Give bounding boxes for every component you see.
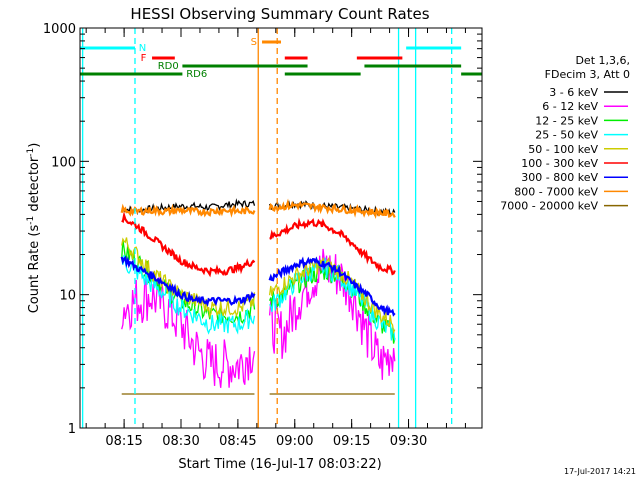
x-tick-label: 09:15	[333, 434, 370, 449]
chart-title: HESSI Observing Summary Count Rates	[130, 5, 429, 23]
legend-label: 800 - 7000 keV	[514, 185, 598, 198]
flag-label-f: F	[141, 53, 147, 64]
plot-frame	[79, 27, 483, 429]
legend-header: FDecim 3, Att 0	[545, 68, 630, 81]
series-line-6-seg1	[120, 255, 256, 307]
y-axis-label-exp-2: -1	[26, 148, 36, 157]
flag-label-rd0: RD0	[158, 61, 179, 72]
x-tick-label: 08:45	[219, 434, 256, 449]
legend-label: 7000 - 20000 keV	[500, 200, 598, 213]
y-axis-label-part-2: detector	[27, 156, 42, 216]
series-line-7-seg2	[268, 198, 396, 219]
x-axis-label: Start Time (16-Jul-17 08:03:22)	[178, 457, 381, 472]
x-tick-label: 08:15	[105, 434, 142, 449]
series-line-5-seg1	[121, 211, 256, 278]
y-axis-label-part-3: )	[27, 143, 42, 148]
legend-label: 300 - 800 keV	[521, 171, 598, 184]
legend-label: 25 - 50 keV	[535, 129, 598, 142]
series-layer	[120, 198, 396, 395]
flag-label-rd6: RD6	[186, 69, 207, 80]
y-tick-label: 10	[59, 289, 76, 304]
legend-header: Det 1,3,6,	[575, 54, 630, 67]
legend-label: 3 - 6 keV	[549, 86, 598, 99]
legend-label: 12 - 25 keV	[535, 114, 598, 127]
y-tick-label: 1000	[43, 22, 76, 37]
legend-label: 100 - 300 keV	[521, 157, 598, 170]
axes-layer: 1 10 100 1000 08:15 08:30 08:45 09:00 09:15 09:30	[43, 22, 482, 449]
y-axis-label: Count Rate (s-1 detector-1)	[26, 143, 42, 314]
series-line-6-seg2	[268, 256, 396, 317]
series-line-3-seg2	[269, 257, 396, 341]
timestamp: 17-Jul-2017 14:21	[564, 467, 636, 476]
y-axis-label-part-1: Count Rate (s	[27, 225, 42, 314]
series-line-3-seg1	[121, 254, 256, 335]
x-tick-label: 08:30	[162, 434, 199, 449]
x-tick-label: 09:00	[276, 434, 313, 449]
series-line-1-seg1	[121, 276, 256, 388]
series-line-5-seg2	[269, 217, 396, 276]
series-line-7-seg1	[120, 203, 256, 218]
legend-label: 50 - 100 keV	[528, 143, 598, 156]
flag-label-n: N	[139, 43, 146, 54]
x-tick-label: 09:30	[390, 434, 427, 449]
y-tick-label: 1	[68, 422, 76, 437]
y-axis-label-exp-1: -1	[26, 216, 36, 225]
flags-layer: NF S RD0 RD6	[80, 28, 482, 428]
legend-label: 6 - 12 keV	[542, 100, 598, 113]
flag-label-s: S	[251, 37, 257, 48]
y-tick-label: 100	[51, 155, 76, 170]
